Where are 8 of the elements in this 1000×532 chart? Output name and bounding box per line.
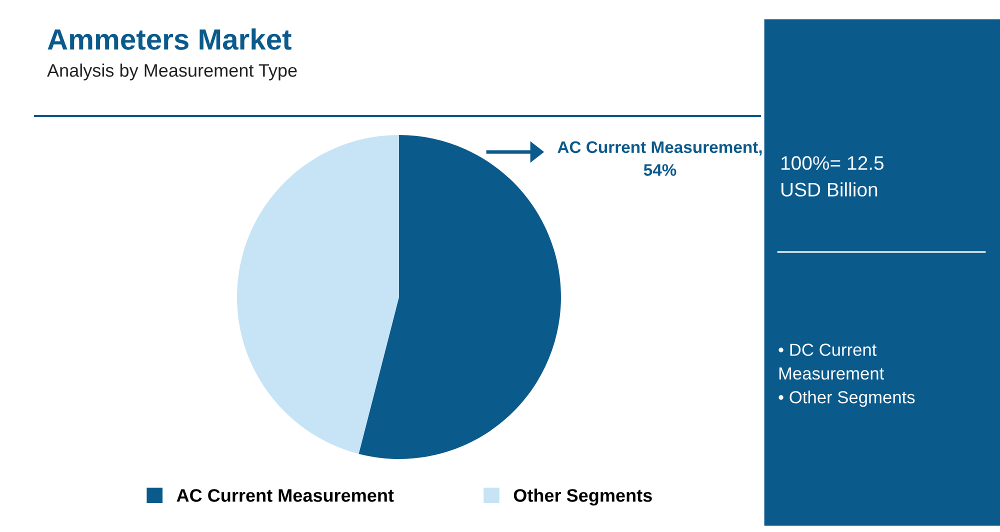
- pie-slice: [237, 135, 399, 454]
- chart-title: Ammeters Market: [48, 28, 292, 50]
- legend-label: Other Segments: [514, 488, 652, 506]
- chart-subtitle: Analysis by Measurement Type: [47, 64, 297, 80]
- legend-label: AC Current Measurement: [176, 489, 394, 502]
- data-label: AC Current Measurement, 54%: [558, 141, 762, 176]
- text: • DC Current Measurement • Other Segments: [778, 344, 915, 407]
- text: 100%= 12.5 USD Billion: [781, 156, 884, 197]
